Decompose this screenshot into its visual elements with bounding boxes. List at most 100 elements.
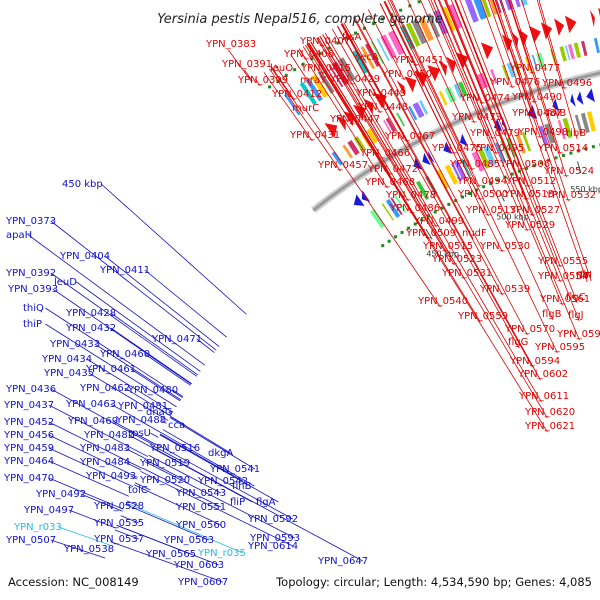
forward-label-flgb: flgB — [542, 309, 562, 320]
forward-label-ypn-0561: YPN_0561 — [539, 294, 590, 305]
reverse-leader-line — [125, 504, 209, 541]
dot-mark — [584, 147, 588, 151]
reverse-label-apah: apaH — [6, 230, 32, 241]
reverse-label-ypn-0488: YPN_0488 — [115, 415, 166, 426]
cog-block — [515, 0, 521, 8]
cog-block — [574, 114, 583, 135]
cog-block — [531, 54, 538, 70]
dot-mark — [310, 57, 314, 61]
cog-block — [501, 64, 509, 80]
reverse-leader-line — [141, 467, 221, 508]
reverse-label-ypn-0520: YPN_0520 — [139, 475, 190, 486]
reverse-leader-line — [48, 460, 129, 497]
reverse-label-ypn-0432: YPN_0432 — [65, 323, 116, 334]
reverse-leader-line — [124, 461, 142, 471]
forward-label-ypn-0539: YPN_0539 — [479, 284, 530, 295]
cog-block — [360, 45, 376, 70]
reverse-label-tolc: tolC — [128, 485, 148, 496]
cog-block — [411, 19, 428, 45]
reverse-leader-line — [172, 389, 184, 398]
reverse-label-ypn-0542: YPN_0542 — [197, 476, 248, 487]
forward-leader-line — [454, 0, 529, 188]
dot-mark — [532, 164, 536, 168]
forward-leader-line — [317, 37, 455, 266]
reverse-label-ypn-0538: YPN_0538 — [63, 544, 114, 555]
forward-leader-line — [341, 23, 408, 143]
cds-arrow — [324, 123, 338, 139]
forward-leader-line — [407, 0, 554, 321]
cog-block — [559, 46, 567, 62]
forward-leader-line — [306, 43, 548, 433]
cog-block — [347, 140, 360, 156]
dot-mark — [468, 191, 472, 195]
reverse-leader-line — [159, 433, 243, 482]
reverse-label-ypn-0452: YPN_0452 — [3, 417, 54, 428]
scale-tick-mark — [499, 190, 505, 202]
cog-block — [415, 180, 430, 200]
cog-block — [369, 209, 386, 229]
cog-block — [408, 105, 418, 121]
cds-arrow — [443, 141, 453, 154]
cog-block — [536, 52, 546, 69]
forward-label-ypn-0487: YPN_0487 — [511, 108, 562, 119]
forward-leader-line — [337, 25, 520, 349]
forward-label-ypn-0514: YPN_0514 — [537, 143, 588, 154]
cog-block — [581, 40, 588, 57]
forward-label-ypn-0509: YPN_0509 — [405, 228, 456, 239]
reverse-leader-line — [68, 509, 116, 529]
forward-leader-line — [389, 0, 480, 188]
cds-arrow — [480, 42, 494, 60]
cds-arrow — [552, 98, 560, 112]
dot-mark — [284, 73, 288, 77]
reverse-leader-line — [48, 447, 134, 488]
cds-arrow — [438, 59, 448, 77]
forward-leader-line — [307, 42, 481, 323]
reverse-label-rpsu: rpsU — [128, 428, 151, 439]
forward-leader-line — [492, 0, 541, 139]
cog-block — [586, 111, 597, 132]
reverse-label-ypn-0493: YPN_0493 — [85, 471, 136, 482]
forward-leader-line — [521, 0, 559, 120]
forward-label-flif: fliF — [576, 271, 591, 282]
cds-arrow — [353, 194, 365, 206]
forward-leader-line — [269, 68, 341, 172]
reverse-leader-line — [159, 434, 279, 503]
reverse-label-ypn-0603: YPN_0603 — [173, 560, 224, 571]
reverse-leader-line — [134, 482, 151, 491]
reverse-leader-line — [168, 411, 173, 415]
cog-block — [394, 194, 407, 213]
reverse-label-ypn-0528: YPN_0528 — [93, 501, 144, 512]
cog-block — [299, 81, 317, 106]
cds-arrow — [455, 52, 469, 70]
forward-leader-line — [308, 42, 391, 176]
dot-mark — [327, 46, 331, 50]
reverse-leader-line — [28, 234, 206, 366]
reverse-label-ypn-0459: YPN_0459 — [3, 443, 54, 454]
forward-label-ypn-0621: YPN_0621 — [524, 421, 575, 432]
forward-leader-line — [324, 32, 542, 403]
forward-leader-line — [305, 44, 324, 75]
accession-text: Accession: NC_008149 — [8, 575, 139, 589]
forward-leader-line — [480, 0, 513, 89]
reverse-leader-line — [45, 323, 177, 408]
forward-leader-line — [310, 41, 409, 202]
dot-mark — [547, 158, 551, 162]
reverse-leader-line — [124, 387, 171, 417]
forward-leader-line — [428, 0, 528, 232]
forward-label-mray: mraY — [300, 75, 327, 86]
forward-leader-line — [298, 48, 388, 189]
forward-label-ypn-0594: YPN_0594 — [509, 356, 560, 367]
forward-leader-line — [420, 0, 475, 124]
cog-block — [567, 43, 575, 60]
cog-block — [436, 169, 449, 190]
forward-leader-line — [391, 0, 473, 171]
forward-label-ypn-0523: YPN_0523 — [431, 254, 482, 265]
map-title: Yersinia pestis Nepal516, complete genom… — [157, 12, 442, 27]
forward-label-flgg: flgG — [508, 337, 528, 348]
forward-leader-line — [383, 1, 489, 217]
cog-block — [387, 30, 405, 56]
dot-mark — [496, 178, 500, 182]
reverse-label-ypn-0647: YPN_0647 — [317, 556, 368, 567]
cog-block — [284, 93, 301, 116]
forward-leader-line — [352, 17, 503, 296]
